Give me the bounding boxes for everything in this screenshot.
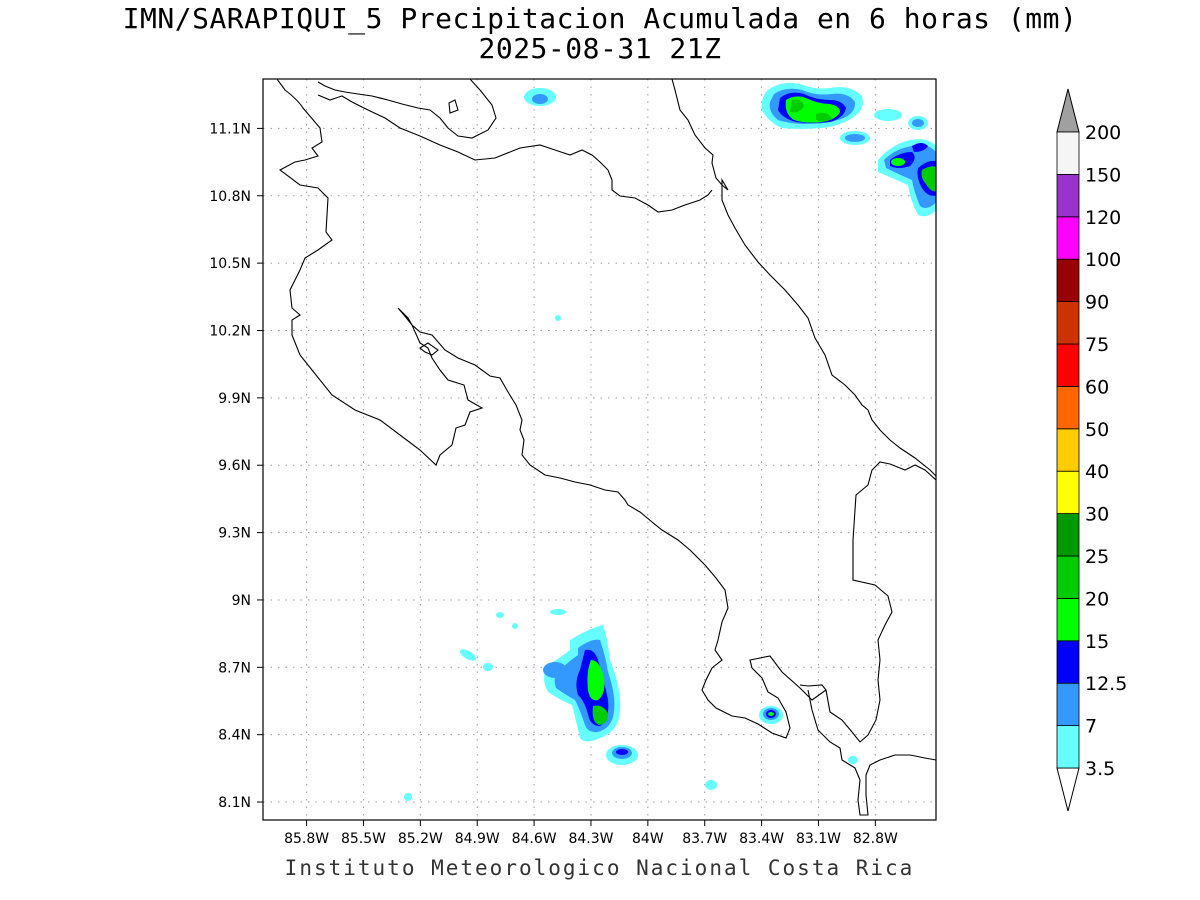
colorbar-swatch (1056, 725, 1080, 769)
map-subtitle: 2025-08-31 21Z (478, 32, 722, 65)
lat-tick-label: 8.4N (218, 728, 251, 744)
lake-islet (448, 99, 459, 114)
colorbar-level-label: 25 (1085, 546, 1109, 568)
colorbar-under-triangle (1056, 767, 1080, 812)
longitude-axis: 85.8W 85.5W 85.2W 84.9W 84.6W 84.3W 84W 83.7W 83… (284, 820, 898, 847)
colorbar-level-label: 75 (1085, 334, 1109, 356)
coastline-nicaragua-north (317, 79, 497, 139)
coastlines (276, 79, 936, 816)
colorbar-swatch (1056, 173, 1080, 218)
colorbar-swatch (1056, 301, 1080, 345)
precip-cluster-caribbean-east (878, 139, 936, 217)
colorbar-swatch (1056, 385, 1080, 430)
colorbar-level-label: 100 (1085, 249, 1121, 271)
colorbar-level-label: 60 (1085, 376, 1109, 398)
lon-tick-label: 84.3W (568, 831, 613, 847)
gulf-island (419, 342, 439, 356)
coastline-caribbean (671, 79, 936, 477)
colorbar-level-label: 90 (1085, 292, 1109, 314)
lon-tick-label: 83.4W (739, 831, 784, 847)
colorbar-level-label: 200 (1085, 122, 1121, 144)
colorbar-level-label: 3.5 (1085, 758, 1115, 780)
colorbar-swatch (1056, 216, 1080, 260)
colorbar-over-triangle (1056, 88, 1080, 133)
lon-tick-label: 82.8W (853, 831, 898, 847)
colorbar-level-label: 12.5 (1085, 673, 1127, 695)
colorbar-swatch (1056, 640, 1080, 684)
lon-tick-label: 85.2W (398, 831, 443, 847)
colorbar-level-label: 150 (1085, 164, 1121, 186)
lat-tick-label: 8.1N (218, 795, 251, 811)
lat-tick-label: 10.5N (209, 256, 251, 272)
coastline-chiriqui (825, 461, 936, 743)
lat-tick-label: 9.9N (218, 391, 251, 407)
colorbar-swatch (1056, 258, 1080, 303)
precip-cluster-osa-east (759, 706, 858, 764)
precip-cluster-osa-west (404, 315, 717, 801)
footer-credit: Instituto Meteorologico Nacional Costa R… (284, 856, 915, 880)
colorbar-swatch (1056, 598, 1080, 642)
lat-tick-label: 9.3N (218, 526, 251, 542)
lon-tick-label: 85.8W (284, 831, 329, 847)
lat-tick-label: 10.8N (209, 189, 251, 205)
lat-tick-label: 9N (232, 593, 251, 609)
colorbar-level-label: 30 (1085, 504, 1109, 526)
lon-tick-label: 84W (632, 831, 664, 847)
lon-tick-label: 85.5W (341, 831, 386, 847)
colorbar-level-label: 50 (1085, 419, 1109, 441)
precip-cluster-caribbean-north (524, 82, 928, 145)
map-title: IMN/SARAPIQUI_5 Precipitacion Acumulada … (122, 2, 1078, 35)
colorbar-level-label: 120 (1085, 207, 1121, 229)
lon-tick-label: 84.6W (512, 831, 557, 847)
map-frame (262, 78, 937, 821)
lon-tick-label: 83.1W (796, 831, 841, 847)
lat-tick-label: 10.2N (209, 323, 251, 339)
lon-tick-label: 83.7W (682, 831, 727, 847)
colorbar-level-label: 40 (1085, 461, 1109, 483)
colorbar-level-label: 20 (1085, 588, 1109, 610)
lat-tick-label: 11.1N (209, 121, 251, 137)
lat-tick-label: 9.6N (218, 458, 251, 474)
latitude-axis: 8.1N 8.4N 8.7N 9N 9.3N 9.6N 9.9N 10.2N 10.5N 10.8… (209, 121, 263, 811)
colorbar-swatch (1056, 513, 1080, 557)
colorbar-level-label: 7 (1085, 716, 1097, 738)
colorbar-level-label: 15 (1085, 631, 1109, 653)
colorbar-swatch (1056, 555, 1080, 599)
colorbar-swatch (1056, 131, 1080, 175)
colorbar-swatch (1056, 470, 1080, 515)
precipitation-field (404, 82, 936, 801)
colorbar: 3.5 7 12.5 15 20 25 30 40 50 60 75 90 100 120 150 200 (1056, 88, 1127, 812)
border-nicaragua (317, 94, 713, 213)
coastline-pacific (276, 79, 827, 739)
colorbar-swatch (1056, 343, 1080, 387)
lon-tick-label: 84.9W (455, 831, 500, 847)
coastline-burica (807, 689, 936, 816)
lat-tick-label: 8.7N (218, 660, 251, 676)
colorbar-swatch (1056, 682, 1080, 727)
colorbar-swatch (1056, 428, 1080, 472)
